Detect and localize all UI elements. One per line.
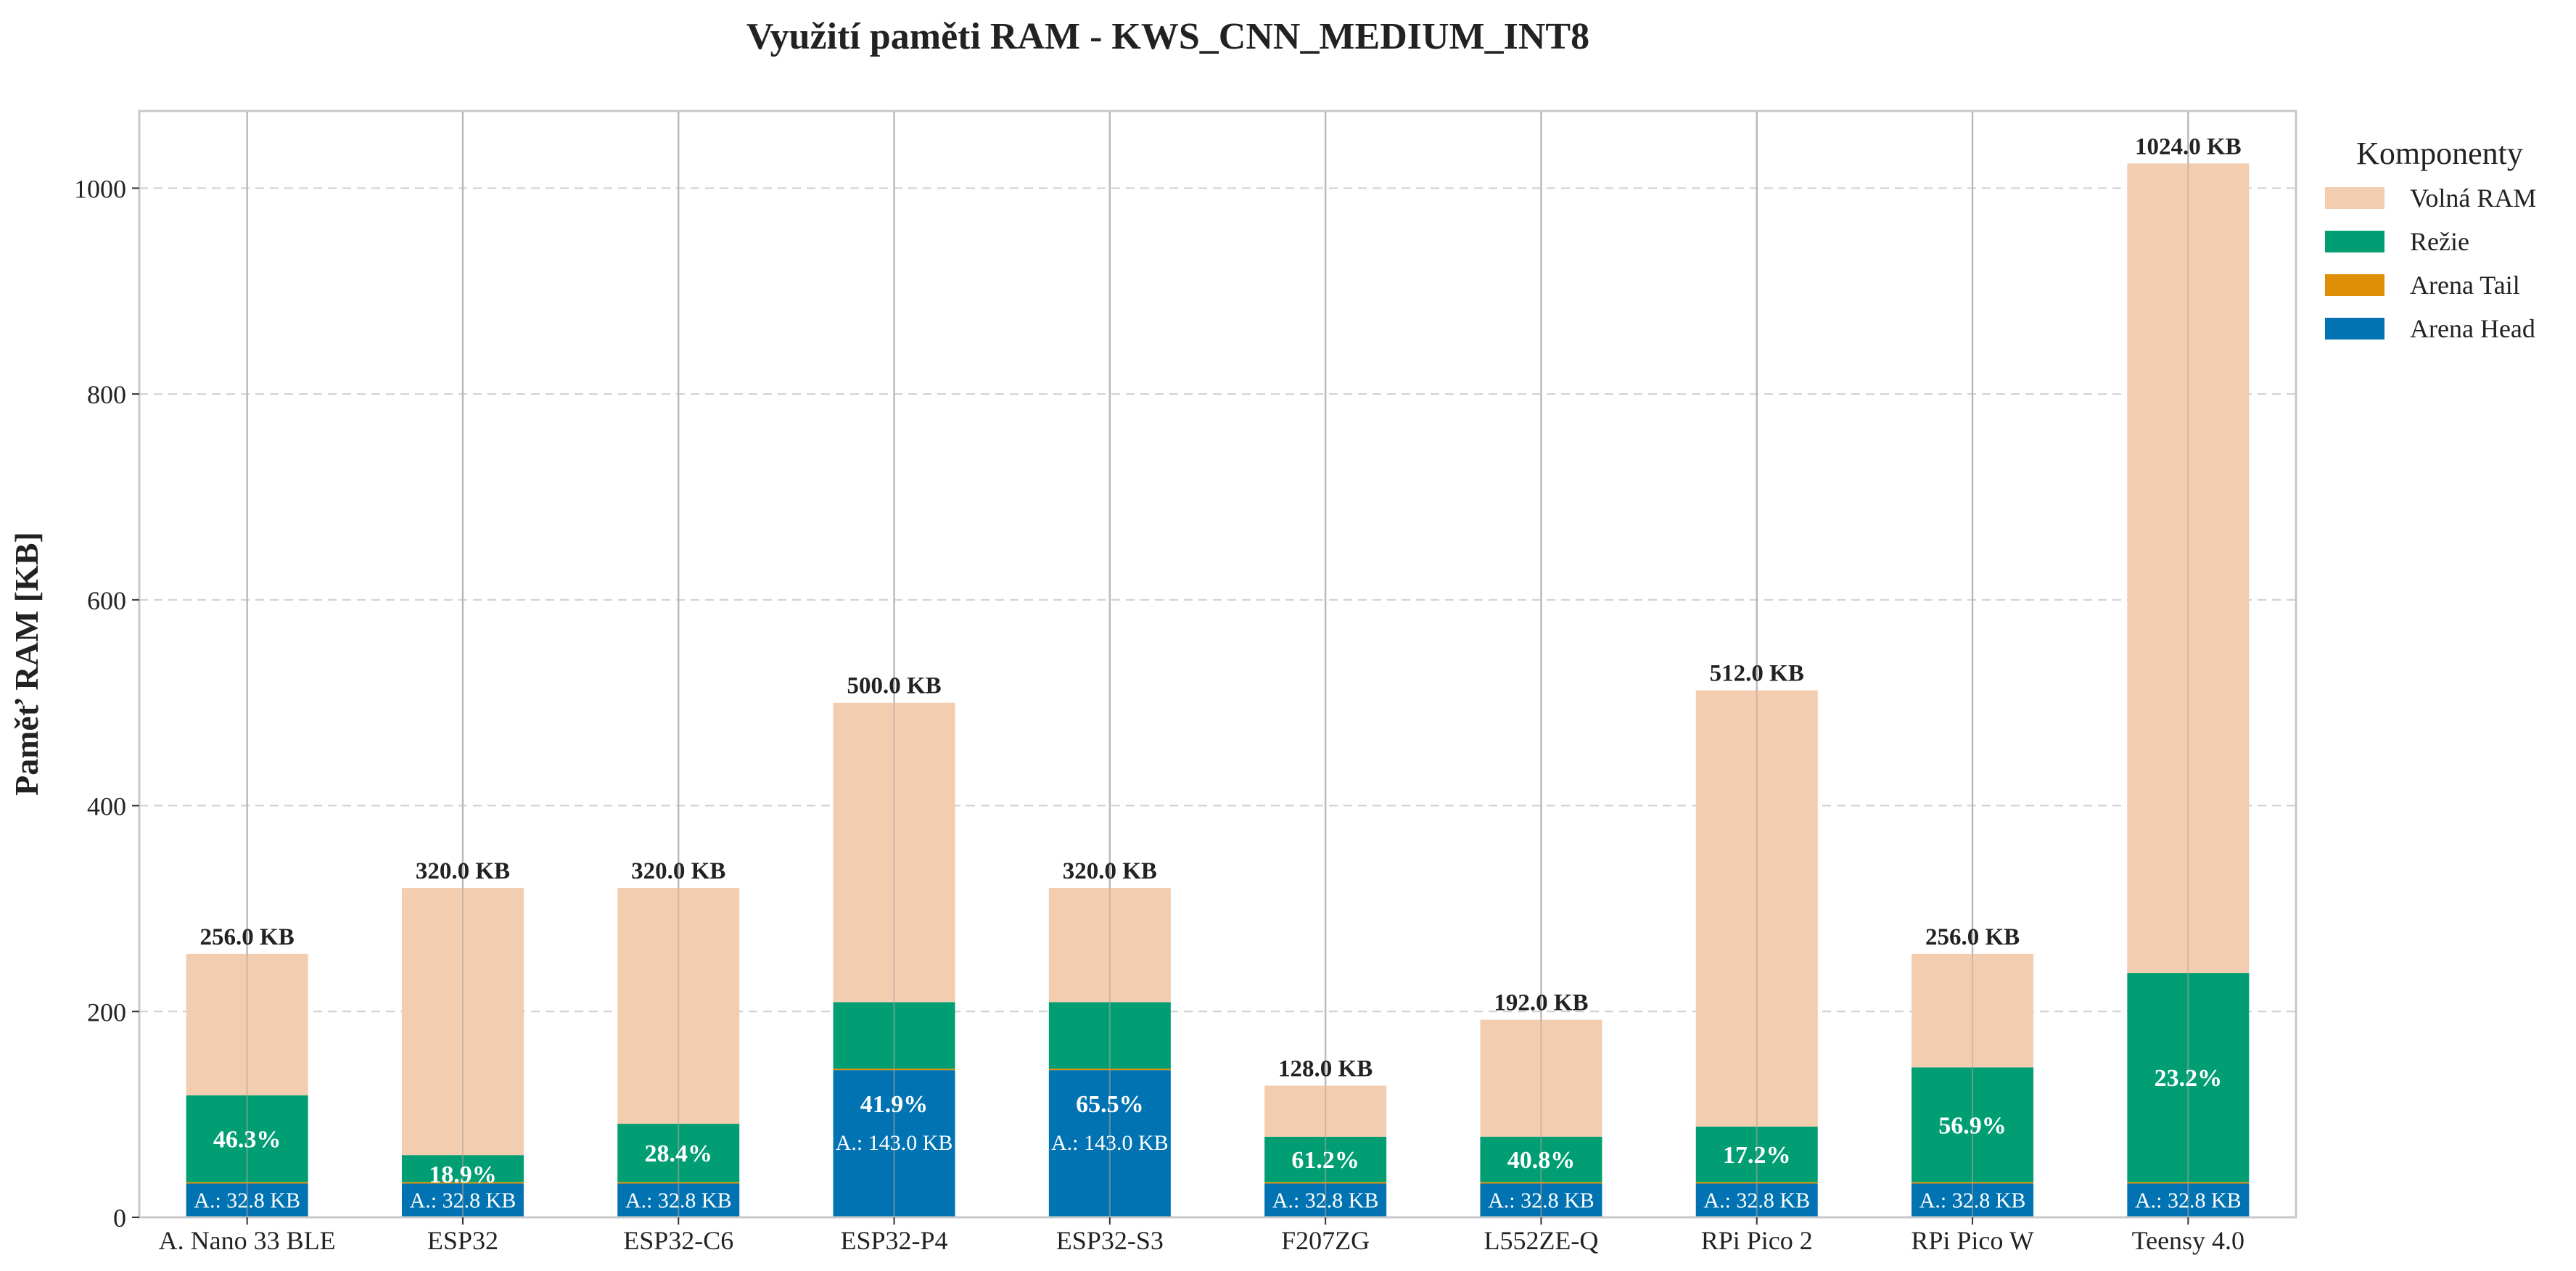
- legend-label: Arena Tail: [2410, 271, 2520, 300]
- legend-swatch: [2325, 274, 2384, 296]
- x-tick-label: ESP32-S3: [1056, 1226, 1164, 1255]
- x-tick-label: ESP32-C6: [623, 1226, 733, 1255]
- arena-label: A.: 32.8 KB: [1272, 1189, 1379, 1213]
- arena-label: A.: 32.8 KB: [194, 1189, 300, 1213]
- percent-label: 18.9%: [429, 1161, 497, 1188]
- x-tick-label: Teensy 4.0: [2132, 1226, 2244, 1255]
- legend-swatch: [2325, 187, 2384, 209]
- chart-title: Využití paměti RAM - KWS_CNN_MEDIUM_INT8: [746, 16, 1589, 57]
- total-label: 500.0 KB: [847, 673, 941, 699]
- y-tick-label: 600: [87, 586, 126, 615]
- percent-label: 56.9%: [1938, 1112, 2007, 1139]
- arena-label: A.: 32.8 KB: [1703, 1189, 1810, 1213]
- x-tick-label: L552ZE-Q: [1484, 1226, 1598, 1255]
- x-tick-label: RPi Pico 2: [1701, 1226, 1813, 1255]
- x-tick-label: RPi Pico W: [1911, 1226, 2033, 1255]
- percent-label: 46.3%: [213, 1127, 281, 1153]
- x-tick-label: ESP32-P4: [841, 1226, 948, 1255]
- total-label: 320.0 KB: [631, 858, 725, 884]
- x-tick-label: F207ZG: [1281, 1226, 1370, 1255]
- y-tick-label: 400: [87, 792, 126, 821]
- y-axis-label: Paměť RAM [KB]: [8, 532, 45, 796]
- arena-label: A.: 143.0 KB: [1051, 1131, 1169, 1155]
- percent-label: 61.2%: [1291, 1147, 1359, 1174]
- legend-swatch: [2325, 231, 2384, 252]
- total-label: 320.0 KB: [416, 858, 510, 884]
- legend-title: Komponenty: [2356, 136, 2523, 171]
- arena-label: A.: 32.8 KB: [625, 1189, 732, 1213]
- legend: Komponenty Volná RAM Režie Arena Tail Arena …: [2325, 136, 2536, 343]
- arena-label: A.: 32.8 KB: [1919, 1189, 2026, 1213]
- y-tick-label: 200: [87, 998, 126, 1027]
- arena-label: A.: 143.0 KB: [836, 1131, 953, 1155]
- legend-label: Arena Head: [2410, 314, 2535, 343]
- x-tick-label: ESP32: [427, 1226, 498, 1255]
- arena-label: A.: 32.8 KB: [2135, 1189, 2242, 1213]
- total-label: 256.0 KB: [1925, 924, 2020, 950]
- total-label: 256.0 KB: [200, 924, 295, 950]
- percent-label: 40.8%: [1507, 1147, 1576, 1174]
- total-label: 192.0 KB: [1494, 990, 1588, 1016]
- total-label: 320.0 KB: [1063, 858, 1157, 884]
- legend-label: Režie: [2410, 227, 2469, 256]
- legend-swatch: [2325, 318, 2384, 340]
- bars: [186, 111, 2250, 1217]
- y-tick-label: 1000: [74, 174, 126, 203]
- y-tick-label: 0: [113, 1204, 126, 1233]
- arena-label: A.: 32.8 KB: [410, 1189, 517, 1213]
- total-label: 1024.0 KB: [2135, 133, 2242, 160]
- percent-label: 23.2%: [2155, 1065, 2223, 1092]
- plot-frame: [138, 110, 2297, 1219]
- total-label: 128.0 KB: [1278, 1056, 1373, 1082]
- percent-label: 17.2%: [1723, 1142, 1791, 1169]
- x-tick-label: A. Nano 33 BLE: [159, 1226, 336, 1255]
- arena-label: A.: 32.8 KB: [1488, 1189, 1594, 1213]
- legend-label: Volná RAM: [2410, 184, 2536, 213]
- percent-label: 65.5%: [1076, 1091, 1144, 1118]
- axes: 0 200 400 600 800 1000 A. Nano 33 BLE ESP32 ESP3…: [74, 110, 2297, 1255]
- percent-label: 41.9%: [860, 1091, 929, 1118]
- y-tick-label: 800: [87, 380, 126, 409]
- percent-label: 28.4%: [645, 1140, 713, 1167]
- total-label: 512.0 KB: [1710, 661, 1804, 687]
